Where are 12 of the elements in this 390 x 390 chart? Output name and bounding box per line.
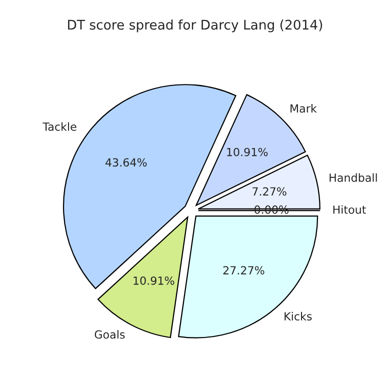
slice-label: Kicks [284, 312, 312, 320]
slice-label: Mark [290, 104, 317, 113]
slice-label: Tackle [42, 122, 76, 131]
data-label: 10.91% [134, 276, 174, 285]
slice-label: Goals [94, 330, 125, 339]
data-label: 7.27% [252, 187, 286, 196]
data-label: 43.64% [105, 158, 147, 167]
chart-title: DT score spread for Darcy Lang (2014) [68, 20, 322, 32]
category-label: Hitout [333, 205, 366, 214]
data-label: 10.91% [227, 148, 268, 156]
data-label: 27.27% [223, 266, 264, 275]
slice-label: Handball [330, 173, 377, 182]
